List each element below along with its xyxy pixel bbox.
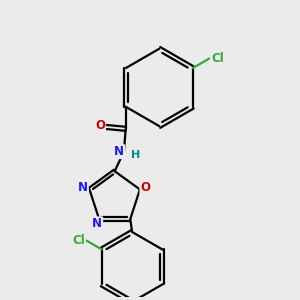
- Text: O: O: [95, 119, 105, 132]
- Text: N: N: [92, 218, 102, 230]
- Text: Cl: Cl: [72, 234, 85, 247]
- Text: N: N: [114, 145, 124, 158]
- Text: O: O: [140, 181, 150, 194]
- Text: Cl: Cl: [211, 52, 224, 65]
- Text: N: N: [78, 181, 88, 194]
- Text: H: H: [131, 150, 140, 160]
